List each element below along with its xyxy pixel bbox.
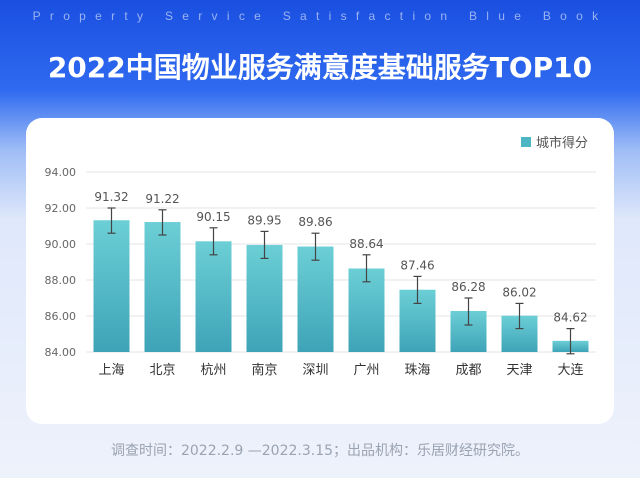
- y-tick-label: 90.00: [45, 238, 77, 251]
- x-tick-label: 北京: [149, 363, 175, 378]
- bar-chart: 84.00 86.00 88.00 90.00 92.00 94.00 91.32 上海 91.…: [45, 166, 596, 378]
- page-title: 2022中国物业服务满意度基础服务TOP10: [47, 51, 593, 84]
- y-tick-label: 84.00: [45, 346, 77, 359]
- data-label: 90.15: [196, 210, 230, 224]
- y-tick-label: 92.00: [45, 202, 77, 215]
- x-tick-label: 南京: [251, 362, 277, 378]
- legend-swatch: [520, 136, 531, 147]
- x-tick-label: 大连: [557, 362, 583, 378]
- x-tick-label: 深圳: [302, 363, 328, 378]
- y-tick-label: 94.00: [45, 166, 77, 179]
- bar: [93, 220, 130, 352]
- data-label: 91.32: [94, 190, 128, 204]
- bar: [246, 244, 283, 352]
- data-label: 91.22: [145, 192, 179, 206]
- data-label: 86.02: [502, 285, 536, 299]
- x-tick-label: 珠海: [404, 363, 430, 378]
- chart-card: 城市得分 84.00 86.00 88.00 90.00 92.00 94.00 91.32…: [26, 118, 614, 424]
- legend-label: 城市得分: [535, 136, 588, 151]
- bar: [297, 246, 334, 352]
- y-tick-label: 86.00: [45, 310, 77, 323]
- footer-note: 调查时间：2022.2.9 —2022.3.15；出品机构：乐居财经研究院。: [110, 443, 530, 459]
- x-tick-label: 广州: [353, 363, 379, 378]
- chart-legend: 城市得分: [520, 132, 588, 151]
- bar: [195, 241, 232, 352]
- x-tick-label: 天津: [506, 363, 532, 378]
- y-tick-label: 88.00: [45, 274, 77, 287]
- bar: [144, 222, 181, 352]
- x-tick-label: 杭州: [200, 363, 226, 378]
- x-tick-label: 成都: [455, 363, 481, 378]
- data-label: 89.95: [247, 213, 281, 227]
- data-label: 88.64: [349, 237, 383, 251]
- data-label: 87.46: [400, 258, 434, 272]
- x-tick-label: 上海: [98, 363, 124, 378]
- data-label: 84.62: [553, 311, 587, 325]
- data-label: 86.28: [451, 280, 485, 294]
- subtitle-english: Property Service Satisfaction Blue Book: [32, 9, 608, 23]
- data-label: 89.86: [298, 215, 332, 229]
